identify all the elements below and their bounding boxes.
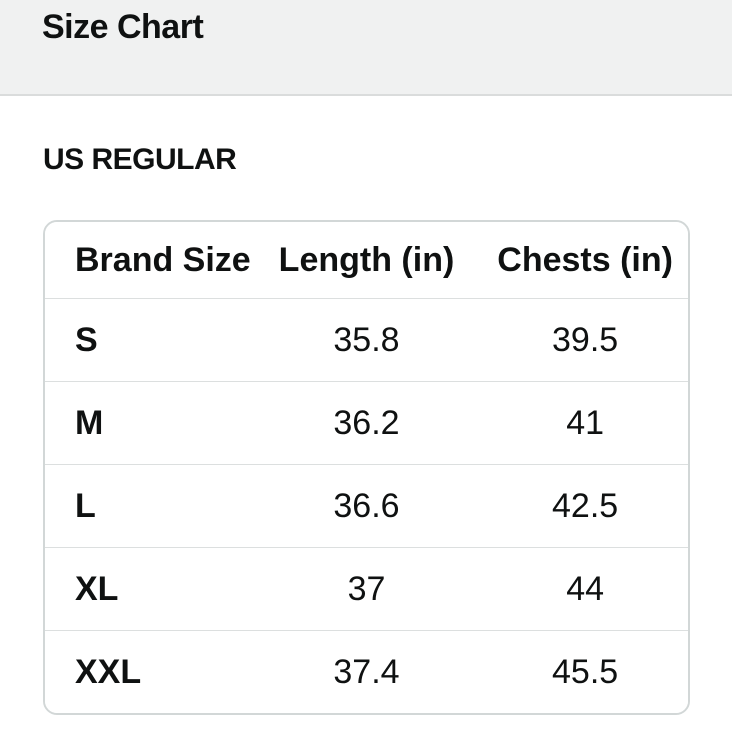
brand-size-cell: L <box>45 464 251 547</box>
brand-size-cell: XXL <box>45 630 251 713</box>
table-row: XXL 37.4 45.5 <box>45 630 688 713</box>
page-title: Size Chart <box>42 8 204 46</box>
length-cell: 35.8 <box>250 298 483 381</box>
table-row: XL 37 44 <box>45 547 688 630</box>
size-table-body: S 35.8 39.5 M 36.2 41 L 36.6 42.5 XL 37 44 XXL 37.4 45… <box>45 298 688 713</box>
chests-cell: 44 <box>482 547 688 630</box>
table-row: M 36.2 41 <box>45 381 688 464</box>
header-row: Brand Size Length (in) Chests (in) <box>45 222 688 298</box>
section-title-us-regular: US REGULAR <box>43 143 237 176</box>
length-cell: 37 <box>250 547 483 630</box>
chests-cell: 42.5 <box>482 464 688 547</box>
length-cell: 36.2 <box>250 381 483 464</box>
brand-size-cell: S <box>45 298 251 381</box>
chests-cell: 45.5 <box>482 630 688 713</box>
brand-size-cell: XL <box>45 547 251 630</box>
length-cell: 36.6 <box>250 464 483 547</box>
column-header-chests: Chests (in) <box>482 222 688 298</box>
table-row: L 36.6 42.5 <box>45 464 688 547</box>
chests-cell: 39.5 <box>482 298 688 381</box>
chests-cell: 41 <box>482 381 688 464</box>
brand-size-cell: M <box>45 381 251 464</box>
table-row: S 35.8 39.5 <box>45 298 688 381</box>
length-cell: 37.4 <box>250 630 483 713</box>
size-chart-card: Brand Size Length (in) Chests (in) S 35.8… <box>43 220 690 715</box>
header-band: Size Chart <box>0 0 732 96</box>
size-chart-table: Brand Size Length (in) Chests (in) S 35.8… <box>45 222 688 713</box>
column-header-length: Length (in) <box>250 222 483 298</box>
column-header-brand-size: Brand Size <box>45 222 251 298</box>
size-table-head: Brand Size Length (in) Chests (in) <box>45 222 688 298</box>
